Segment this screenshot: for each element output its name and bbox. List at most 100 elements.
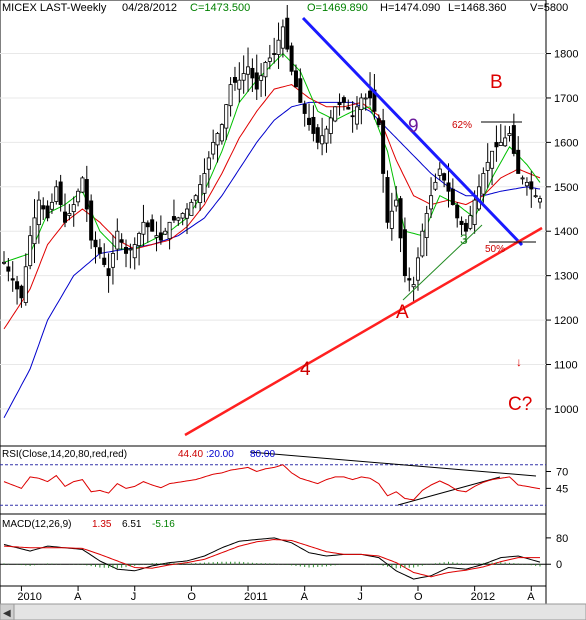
candle-body — [511, 125, 516, 154]
candle-body — [167, 221, 172, 240]
candle-body — [311, 116, 316, 134]
low-label: L=1468.360 — [448, 2, 506, 14]
candle-body — [320, 135, 325, 145]
wave-3-label: 3 — [460, 231, 468, 247]
candle-body — [463, 222, 468, 232]
scroll-left-icon: ◀ — [3, 608, 11, 619]
candle-body — [180, 213, 185, 219]
ma-slow-line — [3, 101, 541, 419]
wave-4-label: 4 — [300, 359, 311, 380]
candle-body — [241, 73, 246, 81]
candle-body — [341, 97, 346, 103]
candle-body — [307, 117, 312, 126]
candle-body — [54, 186, 59, 202]
candle-body — [411, 284, 416, 288]
close-label: C=1473.500 — [190, 2, 250, 14]
candle-body — [293, 70, 298, 88]
horizontal-scrollbar[interactable] — [0, 603, 586, 620]
candle-body — [507, 133, 512, 137]
candle-body — [246, 66, 251, 75]
ma-fast-line — [3, 52, 541, 263]
rsi-panel — [0, 445, 547, 515]
candle-body — [272, 53, 277, 55]
candle-body — [128, 248, 133, 251]
candle-body — [385, 177, 390, 223]
candle-body — [32, 217, 37, 245]
candle-body — [468, 215, 473, 229]
candle-body — [346, 106, 351, 110]
candle-body — [494, 142, 499, 148]
x-axis-ticks: 2010 A J O 2011 A J O 2012 A — [17, 586, 535, 603]
candle-body — [398, 198, 403, 239]
candle-body — [80, 177, 85, 193]
y-tick-label: 1400 — [554, 226, 578, 238]
candle-body — [215, 133, 220, 146]
candle-body — [415, 257, 420, 281]
candle-body — [254, 72, 259, 90]
candle-body — [171, 216, 176, 221]
candle-body — [485, 161, 490, 171]
candle-body — [520, 177, 525, 180]
y-tick-label: 1500 — [554, 182, 578, 194]
macd-title: MACD(12,26,9) 1.35 6.51 -5.16 — [2, 519, 175, 530]
candle-body — [280, 26, 285, 49]
candle-body — [354, 106, 359, 125]
candle-body — [71, 204, 76, 213]
candle-body — [376, 118, 381, 126]
candle-body — [424, 213, 429, 238]
candle-body — [285, 17, 290, 50]
x-tick-label: A — [527, 591, 535, 603]
rsi-title: RSI(Close,14,20,80,red,red) 44.40 :20.00… — [2, 449, 275, 460]
y-tick-label: 1800 — [554, 49, 578, 61]
candle-body — [23, 266, 28, 303]
candle-body — [503, 137, 508, 147]
scroll-left-button[interactable] — [0, 603, 15, 620]
candle-body — [394, 199, 399, 207]
point-b-label: B — [490, 72, 503, 93]
candle-body — [381, 120, 386, 174]
candle-body — [529, 181, 534, 190]
candle-body — [28, 235, 33, 267]
rsi-guide-lines — [0, 464, 546, 506]
symbol-label: MICEX LAST-Weekly — [2, 2, 107, 14]
rsi-tick-label: 45 — [556, 483, 568, 495]
candle-body — [185, 208, 190, 219]
candle-body — [324, 128, 329, 144]
candle-body — [232, 77, 237, 83]
candle-body — [498, 141, 503, 146]
candle-body — [267, 57, 272, 62]
fib-62-label: 62% — [452, 120, 472, 131]
rsi-tick-label: 70 — [556, 467, 568, 479]
high-label: H=1474.090 — [380, 2, 440, 14]
candle-body — [533, 195, 538, 198]
candle-body — [219, 124, 224, 142]
candle-body — [455, 204, 460, 219]
candle-body — [150, 219, 155, 232]
date-label: 04/28/2012 — [122, 2, 177, 14]
candle-body — [145, 222, 150, 228]
candle-body — [368, 90, 373, 99]
candle-body — [141, 221, 146, 235]
candle-body — [437, 168, 442, 176]
candle-body — [302, 103, 307, 114]
candle-body — [206, 157, 211, 170]
candle-body — [224, 104, 229, 129]
candle-body — [276, 39, 281, 55]
candle-body — [93, 239, 98, 248]
x-tick-label: J — [357, 591, 363, 603]
candle-body — [459, 220, 464, 225]
candle-body — [516, 149, 521, 174]
rsi-line — [3, 464, 541, 501]
candle-body — [198, 184, 203, 204]
candle-body — [119, 239, 124, 243]
candle-body — [538, 198, 543, 203]
candle-body — [228, 84, 233, 107]
volume-label: V=5800 — [530, 2, 568, 14]
candle-body — [137, 233, 142, 246]
y-tick-label: 1600 — [554, 137, 578, 149]
candle-body — [481, 173, 486, 195]
candle-body — [115, 230, 120, 250]
candle-body — [58, 181, 63, 205]
candle-body — [158, 232, 163, 241]
candle-body — [359, 97, 364, 110]
